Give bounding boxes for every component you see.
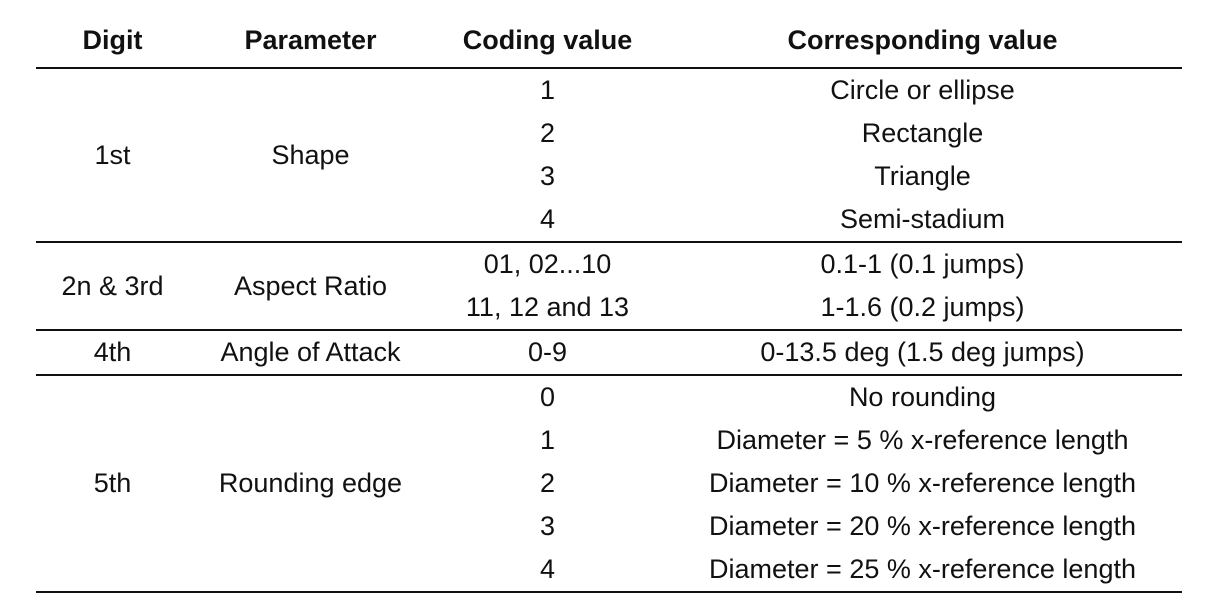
table-row: 2 Rectangle [36,112,1182,155]
parameter-cell: Shape [189,68,432,243]
corresponding-value-cell: Circle or ellipse [830,75,1015,105]
corresponding-value-cell: 1-1.6 (0.2 jumps) [663,286,1182,331]
corresponding-value-cell: Diameter = 5 % x-reference length [716,425,1129,455]
coding-value-cell: 3 [539,511,556,541]
header-corresponding-value: Corresponding value [663,14,1182,69]
digit-cell: 2n & 3rd [36,242,189,331]
coding-value-cell: 0-9 [432,330,663,376]
header-coding-value: Coding value [432,14,663,69]
header-digit: Digit [36,14,189,69]
digit-cell: 4th [36,330,189,376]
parameter-cell: Aspect Ratio [189,242,432,331]
coding-value-cell: 1 [539,425,556,455]
coding-value-cell: 4 [432,548,663,593]
coding-value-cell: 4 [432,198,663,243]
digit-cell: 1st [36,68,189,243]
coding-table-container: Digit Parameter Coding value Correspondi… [36,14,1182,593]
table-header: Digit Parameter Coding value Correspondi… [36,14,1182,69]
corresponding-value-cell: No rounding [848,382,997,412]
table-row: 2 Diameter = 10 % x-reference length [36,462,1182,505]
table-body: 1st Shape 1 Circle or ellipse 2 Rectangle 3 Tri… [36,68,1182,593]
corresponding-value-cell: Rectangle [861,118,984,148]
coding-value-cell: 1 [539,75,556,105]
parameter-cell: Rounding edge [189,375,432,593]
coding-value-cell: 2 [539,118,556,148]
coding-value-cell: 01, 02...10 [483,249,612,279]
corresponding-value-cell: Diameter = 20 % x-reference length [709,511,1136,541]
header-row: Digit Parameter Coding value Correspondi… [36,14,1182,69]
corresponding-value-cell: Diameter = 25 % x-reference length [663,548,1182,593]
coding-value-cell: 0 [539,382,556,412]
corresponding-value-cell: 0-13.5 deg (1.5 deg jumps) [663,330,1182,376]
table-row: 1 Diameter = 5 % x-reference length [36,419,1182,462]
header-parameter: Parameter [189,14,432,69]
corresponding-value-cell: Diameter = 10 % x-reference length [709,468,1136,498]
digit-cell: 5th [36,375,189,593]
coding-value-cell: 3 [539,161,556,191]
table-row: 3 Triangle [36,155,1182,198]
table-row: 4 Diameter = 25 % x-reference length [36,548,1182,593]
corresponding-value-cell: Triangle [874,161,971,191]
table-row: 4 Semi-stadium [36,198,1182,243]
coding-value-cell: 11, 12 and 13 [432,286,663,331]
coding-value-cell: 2 [539,468,556,498]
corresponding-value-cell: 0.1-1 (0.1 jumps) [820,249,1025,279]
table-row: 1st Shape 1 Circle or ellipse [36,68,1182,243]
table-row: 5th Rounding edge 0 No rounding [36,375,1182,593]
table-row: 11, 12 and 13 1-1.6 (0.2 jumps) [36,286,1182,331]
coding-table: Digit Parameter Coding value Correspondi… [36,14,1182,593]
table-row: 2n & 3rd Aspect Ratio 01, 02...10 0.1-1 (0.… [36,242,1182,331]
table-row: 3 Diameter = 20 % x-reference length [36,505,1182,548]
corresponding-value-cell: Semi-stadium [663,198,1182,243]
table-row: 4th Angle of Attack 0-9 0-13.5 deg (1.5 deg… [36,330,1182,376]
parameter-cell: Angle of Attack [189,330,432,376]
